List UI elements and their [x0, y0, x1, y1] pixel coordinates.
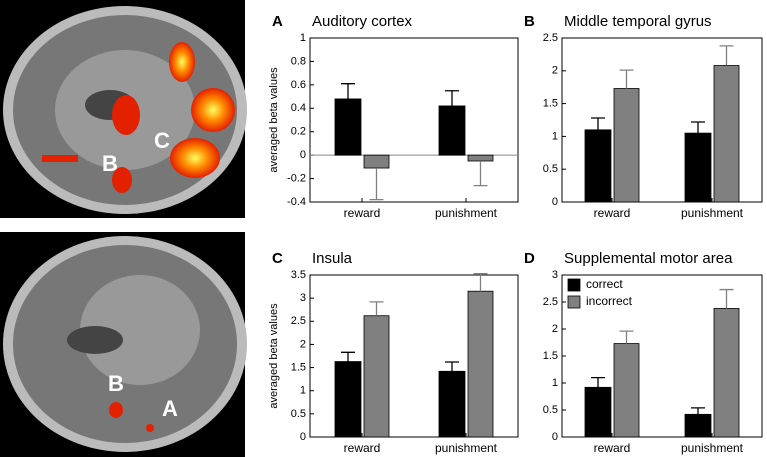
y-tick-label: 2	[552, 65, 558, 77]
error-bar	[369, 168, 384, 201]
y-tick-label: 0	[552, 431, 558, 443]
y-tick-label: 1.5	[291, 361, 306, 373]
chart-panel: C Insula averaged beta values 0 0.5 1 1.5 2 2.5 3…	[268, 250, 519, 455]
legend-swatch	[567, 278, 581, 292]
bar	[363, 154, 390, 169]
x-tick-label: punishment	[435, 441, 498, 455]
bar	[584, 386, 612, 438]
error-bar	[691, 407, 705, 415]
bar	[467, 154, 494, 162]
error-bar	[473, 161, 488, 187]
y-tick-label: 3	[300, 292, 306, 304]
x-tick-label: punishment	[681, 206, 744, 220]
error-bar	[619, 69, 634, 89]
y-tick-label: 0.5	[291, 408, 306, 420]
bar	[467, 290, 494, 438]
y-tick-label: 0.5	[543, 404, 558, 416]
error-bar	[473, 272, 488, 292]
chart-panel: D Supplemental motor area 0 0.5 1 1.5 2 2.5 3 rew…	[524, 250, 763, 455]
y-tick-label: -0.4	[287, 196, 306, 208]
region-label: B	[108, 371, 124, 396]
y-axis-label: averaged beta values	[268, 303, 280, 409]
y-tick-label: 0	[300, 431, 306, 443]
error-bar	[341, 351, 355, 362]
error-bar	[445, 90, 459, 106]
y-tick-label: 0.5	[543, 163, 558, 175]
y-tick-label: 0.2	[291, 126, 306, 138]
region-label: A	[162, 396, 178, 421]
brain-image-bottom: B A	[0, 232, 247, 457]
y-tick-label: 1	[300, 32, 306, 44]
region-label: C	[154, 128, 170, 153]
x-tick-label: reward	[594, 206, 631, 220]
bar	[684, 132, 712, 203]
bar	[438, 105, 466, 156]
brain-image-top: B C	[0, 0, 247, 218]
x-tick-label: reward	[594, 441, 631, 455]
error-bar	[719, 288, 734, 309]
y-axis-label: averaged beta values	[268, 67, 280, 173]
x-tick-label: reward	[344, 206, 381, 220]
panel-letter: D	[524, 250, 535, 267]
bar	[584, 129, 612, 203]
y-tick-label: 2	[300, 338, 306, 350]
y-tick-label: 1.5	[543, 98, 558, 110]
y-tick-label: 1.5	[543, 350, 558, 362]
y-tick-label: 1	[552, 130, 558, 142]
y-tick-label: 0	[300, 149, 306, 161]
y-tick-label: 2	[552, 323, 558, 335]
error-bar	[341, 83, 355, 99]
error-bar	[369, 301, 384, 316]
y-tick-label: 0	[552, 196, 558, 208]
chart-panel: B Middle temporal gyrus 0 0.5 1 1.5 2 2.5 reward…	[524, 13, 763, 220]
error-bar	[719, 45, 734, 66]
legend-label: incorrect	[586, 294, 633, 308]
chart-title: Insula	[312, 250, 353, 267]
bar	[613, 88, 640, 203]
bar	[334, 361, 362, 438]
y-tick-label: 2.5	[291, 315, 306, 327]
error-bar	[591, 117, 605, 130]
chart-panel: A Auditory cortex averaged beta values -0.4…	[268, 13, 519, 220]
y-tick-label: 0.4	[291, 102, 306, 114]
y-tick-label: 1	[552, 377, 558, 389]
x-tick-label: punishment	[435, 206, 498, 220]
y-tick-label: 3.5	[291, 269, 306, 281]
y-tick-label: 2.5	[543, 296, 558, 308]
bar	[713, 308, 740, 438]
bar	[438, 370, 466, 438]
chart-title: Supplemental motor area	[564, 250, 733, 267]
y-tick-label: 3	[552, 269, 558, 281]
x-tick-label: punishment	[681, 441, 744, 455]
error-bar	[591, 376, 605, 388]
error-bar	[691, 121, 705, 134]
bar	[684, 413, 712, 438]
region-label: B	[102, 151, 118, 176]
error-bar	[619, 330, 634, 344]
legend-swatch	[567, 295, 581, 309]
panel-letter: B	[524, 13, 535, 30]
chart-title: Auditory cortex	[312, 13, 413, 30]
bar	[713, 65, 740, 203]
bar	[334, 98, 362, 156]
bar	[613, 343, 640, 438]
y-tick-label: 2.5	[543, 32, 558, 44]
x-tick-label: reward	[344, 441, 381, 455]
chart-title: Middle temporal gyrus	[564, 13, 712, 30]
y-tick-label: -0.2	[287, 172, 306, 184]
panel-letter: C	[272, 250, 283, 267]
panel-letter: A	[272, 13, 283, 30]
error-bar	[445, 361, 459, 372]
y-tick-label: 0.6	[291, 79, 306, 91]
y-tick-label: 1	[300, 385, 306, 397]
bar	[363, 315, 390, 438]
legend-label: correct	[586, 277, 623, 291]
y-tick-label: 0.8	[291, 55, 306, 67]
